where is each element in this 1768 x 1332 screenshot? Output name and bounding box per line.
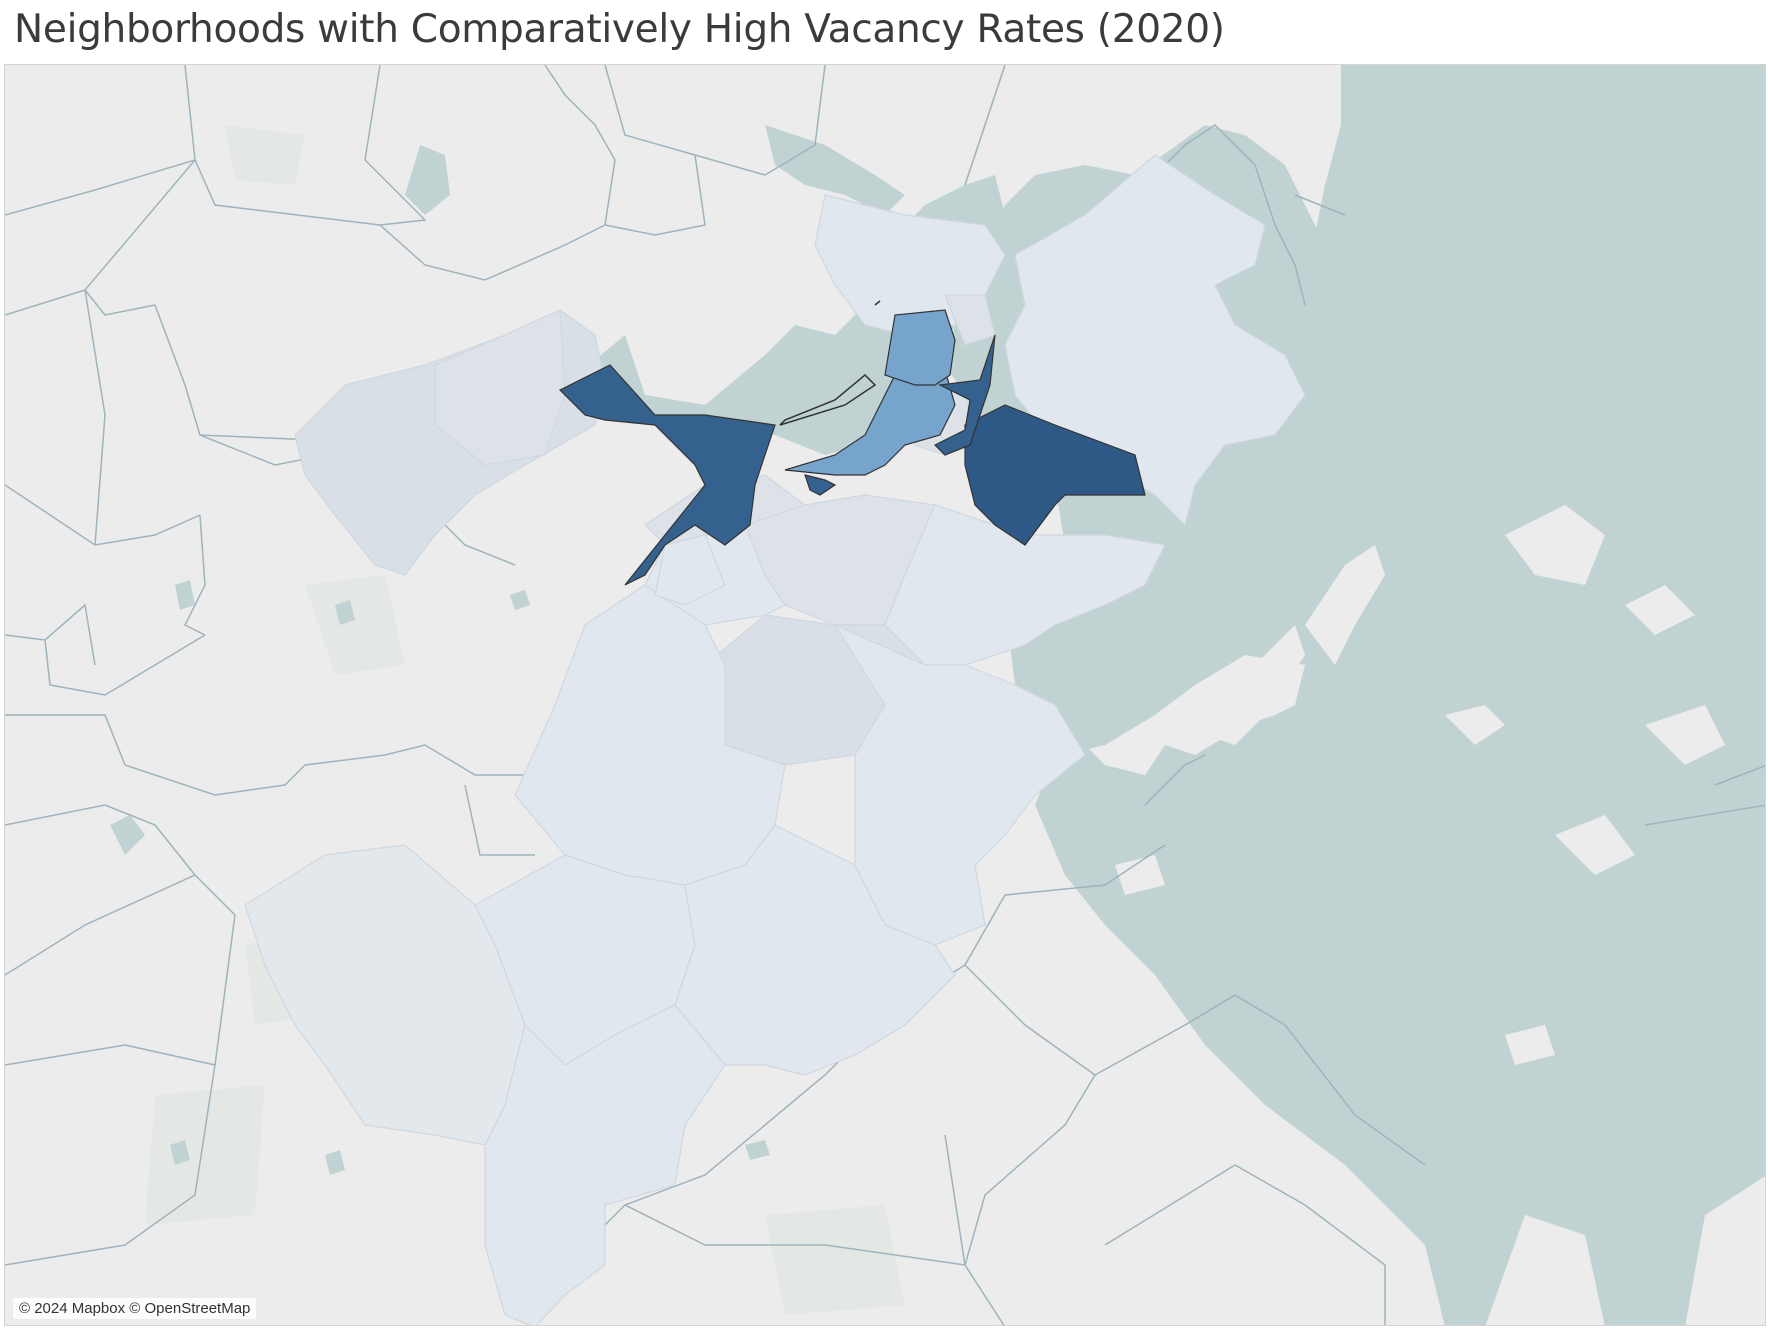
highlight-outlines <box>779 300 881 426</box>
neighborhood-south-boston[interactable] <box>884 504 1166 666</box>
neighborhood-brighton[interactable] <box>434 309 566 466</box>
neighborhood-leather-district[interactable] <box>804 474 837 496</box>
neighborhood-dorchester[interactable] <box>833 623 1086 946</box>
neighborhood-east-boston[interactable] <box>1004 154 1306 527</box>
neighborhood-chinatown[interactable] <box>933 334 996 456</box>
neighborhood-longwood[interactable] <box>654 534 726 606</box>
neighborhood-mattapan[interactable] <box>674 824 956 1076</box>
map-canvas[interactable] <box>5 65 1766 1326</box>
map-title: Neighborhoods with Comparatively High Va… <box>14 7 1225 52</box>
neighborhood-north-end[interactable] <box>884 309 956 386</box>
neighborhood-hyde-park[interactable] <box>484 1004 726 1326</box>
harbor-islands <box>1115 505 1695 1065</box>
map-view[interactable]: © 2024 Mapbox © OpenStreetMap <box>4 64 1766 1326</box>
map-attribution: © 2024 Mapbox © OpenStreetMap <box>13 1298 257 1319</box>
municipal-boundaries <box>5 65 1765 1325</box>
neighborhoods-high <box>558 334 1146 586</box>
neighborhood-back-bay[interactable] <box>558 364 776 586</box>
neighborhood-bay-village[interactable] <box>784 369 956 476</box>
neighborhoods-medium <box>784 309 956 476</box>
neighborhood-downtown[interactable] <box>964 404 1146 546</box>
neighborhoods-low <box>244 154 1306 1326</box>
